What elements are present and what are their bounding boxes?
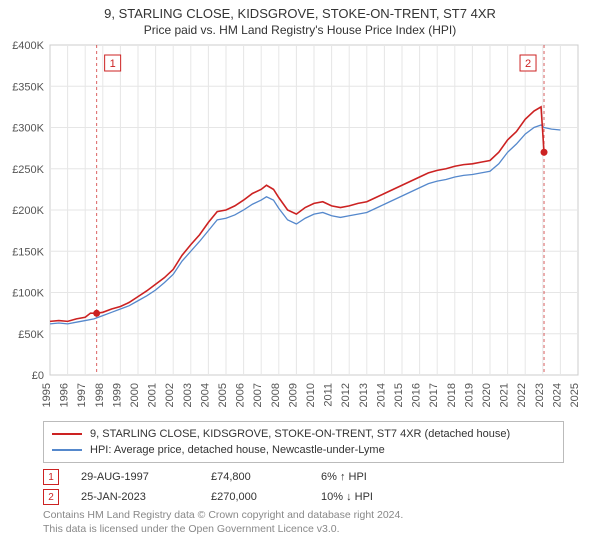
attribution-line-1: Contains HM Land Registry data © Crown c…: [43, 509, 564, 523]
sale-price: £270,000: [211, 491, 321, 503]
page-title: 9, STARLING CLOSE, KIDSGROVE, STOKE-ON-T…: [0, 6, 600, 21]
svg-text:1995: 1995: [41, 383, 53, 407]
legend-label: 9, STARLING CLOSE, KIDSGROVE, STOKE-ON-T…: [90, 428, 510, 440]
legend-item: 9, STARLING CLOSE, KIDSGROVE, STOKE-ON-T…: [52, 426, 555, 442]
svg-text:2019: 2019: [463, 383, 475, 407]
svg-text:2009: 2009: [287, 383, 299, 407]
svg-text:2016: 2016: [411, 383, 423, 407]
svg-text:£100K: £100K: [12, 288, 44, 300]
legend-swatch: [52, 433, 82, 435]
svg-text:1999: 1999: [111, 383, 123, 407]
svg-text:2013: 2013: [358, 383, 370, 407]
sale-vs-hpi: 10% ↓ HPI: [321, 491, 373, 503]
svg-text:£300K: £300K: [12, 123, 44, 135]
svg-text:2: 2: [525, 58, 531, 70]
sale-badge: 2: [43, 489, 59, 505]
svg-text:£200K: £200K: [12, 205, 44, 217]
svg-text:2011: 2011: [323, 383, 335, 407]
svg-text:£350K: £350K: [12, 81, 44, 93]
svg-text:2017: 2017: [428, 383, 440, 407]
sale-badge: 1: [43, 469, 59, 485]
svg-text:1998: 1998: [94, 383, 106, 407]
svg-text:2020: 2020: [481, 383, 493, 407]
svg-text:£50K: £50K: [18, 329, 44, 341]
svg-text:1: 1: [110, 58, 116, 70]
svg-text:2008: 2008: [270, 383, 282, 407]
svg-text:2010: 2010: [305, 383, 317, 407]
svg-text:2025: 2025: [569, 383, 581, 407]
attribution: Contains HM Land Registry data © Crown c…: [43, 509, 564, 536]
svg-text:£250K: £250K: [12, 164, 44, 176]
svg-text:2000: 2000: [129, 383, 141, 407]
svg-text:2002: 2002: [164, 383, 176, 407]
sale-date: 25-JAN-2023: [81, 491, 211, 503]
svg-text:2021: 2021: [499, 383, 511, 407]
svg-text:2007: 2007: [252, 383, 264, 407]
legend-swatch: [52, 449, 82, 450]
page-subtitle: Price paid vs. HM Land Registry's House …: [0, 23, 600, 37]
svg-text:2001: 2001: [147, 383, 159, 407]
sale-vs-hpi: 6% ↑ HPI: [321, 471, 367, 483]
svg-text:2022: 2022: [516, 383, 528, 407]
sale-date: 29-AUG-1997: [81, 471, 211, 483]
sale-row: 1 29-AUG-1997£74,8006% ↑ HPI: [43, 469, 564, 485]
svg-text:2012: 2012: [340, 383, 352, 407]
sale-markers-table: 1 29-AUG-1997£74,8006% ↑ HPI 2 25-JAN-2023£…: [43, 469, 564, 505]
svg-text:2018: 2018: [446, 383, 458, 407]
svg-text:1996: 1996: [59, 383, 71, 407]
svg-text:2005: 2005: [217, 383, 229, 407]
svg-text:2004: 2004: [199, 383, 211, 407]
svg-text:£0: £0: [32, 370, 44, 382]
legend-item: HPI: Average price, detached house, Newc…: [52, 442, 555, 458]
legend: 9, STARLING CLOSE, KIDSGROVE, STOKE-ON-T…: [43, 421, 564, 463]
sale-price: £74,800: [211, 471, 321, 483]
attribution-line-2: This data is licensed under the Open Gov…: [43, 523, 564, 537]
svg-text:£400K: £400K: [12, 40, 44, 52]
svg-text:2024: 2024: [551, 383, 563, 407]
svg-text:2006: 2006: [235, 383, 247, 407]
svg-text:2014: 2014: [375, 383, 387, 407]
svg-text:2023: 2023: [534, 383, 546, 407]
svg-text:£150K: £150K: [12, 246, 44, 258]
svg-text:2003: 2003: [182, 383, 194, 407]
legend-label: HPI: Average price, detached house, Newc…: [90, 444, 385, 456]
svg-text:2015: 2015: [393, 383, 405, 407]
price-chart: £0 £50K £100K £150K £200K £250K £300K £350K £400…: [0, 37, 600, 417]
svg-text:1997: 1997: [76, 383, 88, 407]
sale-row: 2 25-JAN-2023£270,00010% ↓ HPI: [43, 489, 564, 505]
